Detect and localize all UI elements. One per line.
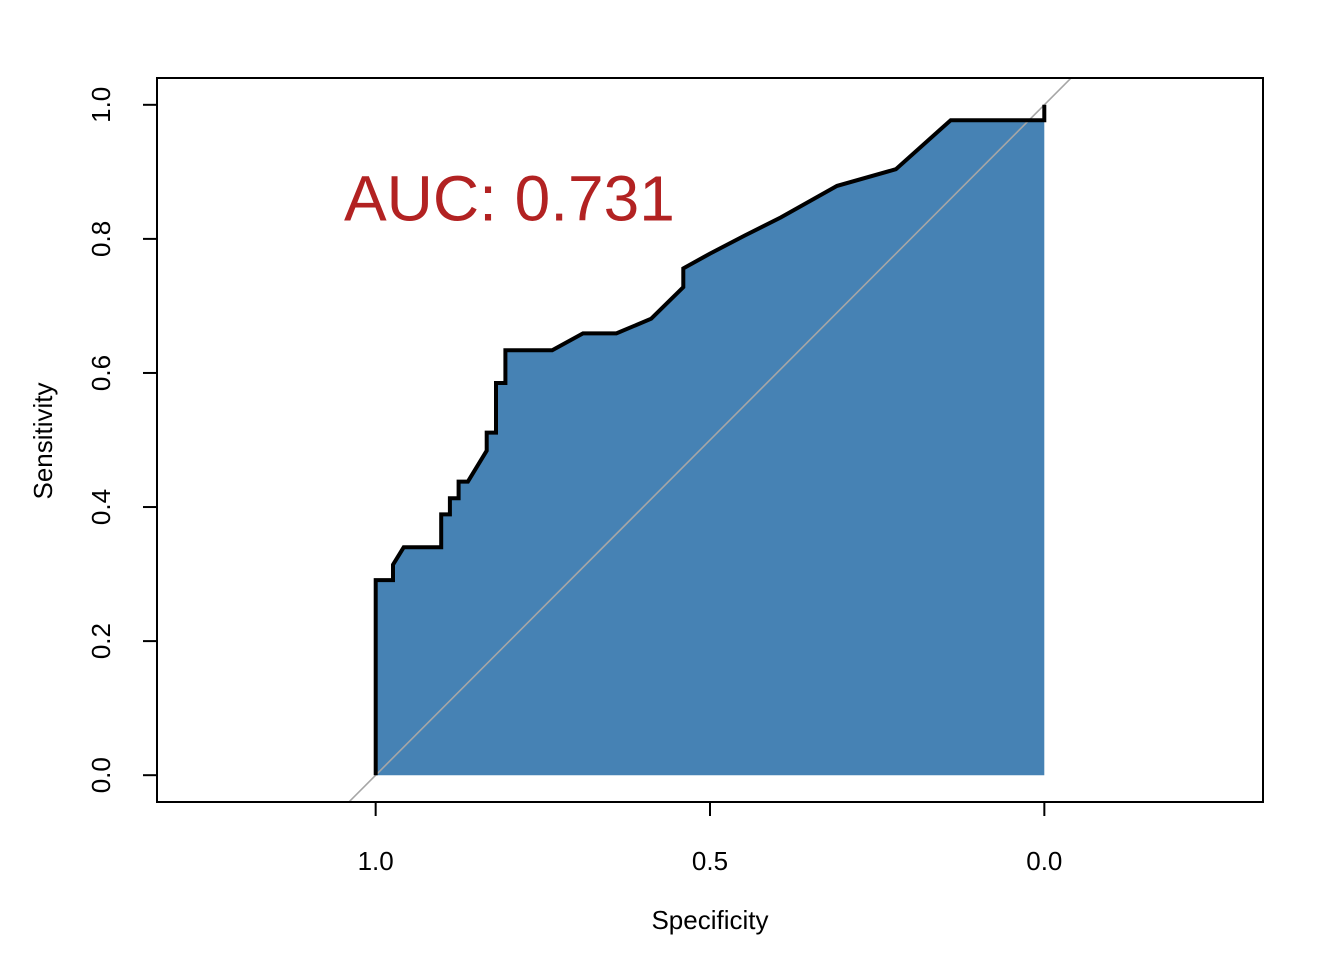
y-tick-label: 0.2 [86,623,116,659]
y-tick-label: 0.4 [86,489,116,525]
reference-diagonal-line [347,78,1073,802]
y-axis-title: Sensitivity [28,382,58,499]
x-tick-label: 0.5 [692,846,728,876]
x-axis: 1.0 0.5 0.0 [358,801,1062,876]
x-tick-label: 0.0 [1026,846,1062,876]
auc-annotation: AUC: 0.731 [344,163,675,235]
y-tick-label: 0.0 [86,757,116,793]
y-tick-label: 0.8 [86,221,116,257]
x-axis-title: Specificity [651,905,768,935]
roc-curve-line [373,104,1047,776]
y-tick-label: 0.6 [86,355,116,391]
y-tick-label: 1.0 [86,87,116,123]
x-tick-label: 1.0 [358,846,394,876]
y-axis: 0.0 0.2 0.4 0.6 0.8 1.0 [86,87,158,793]
